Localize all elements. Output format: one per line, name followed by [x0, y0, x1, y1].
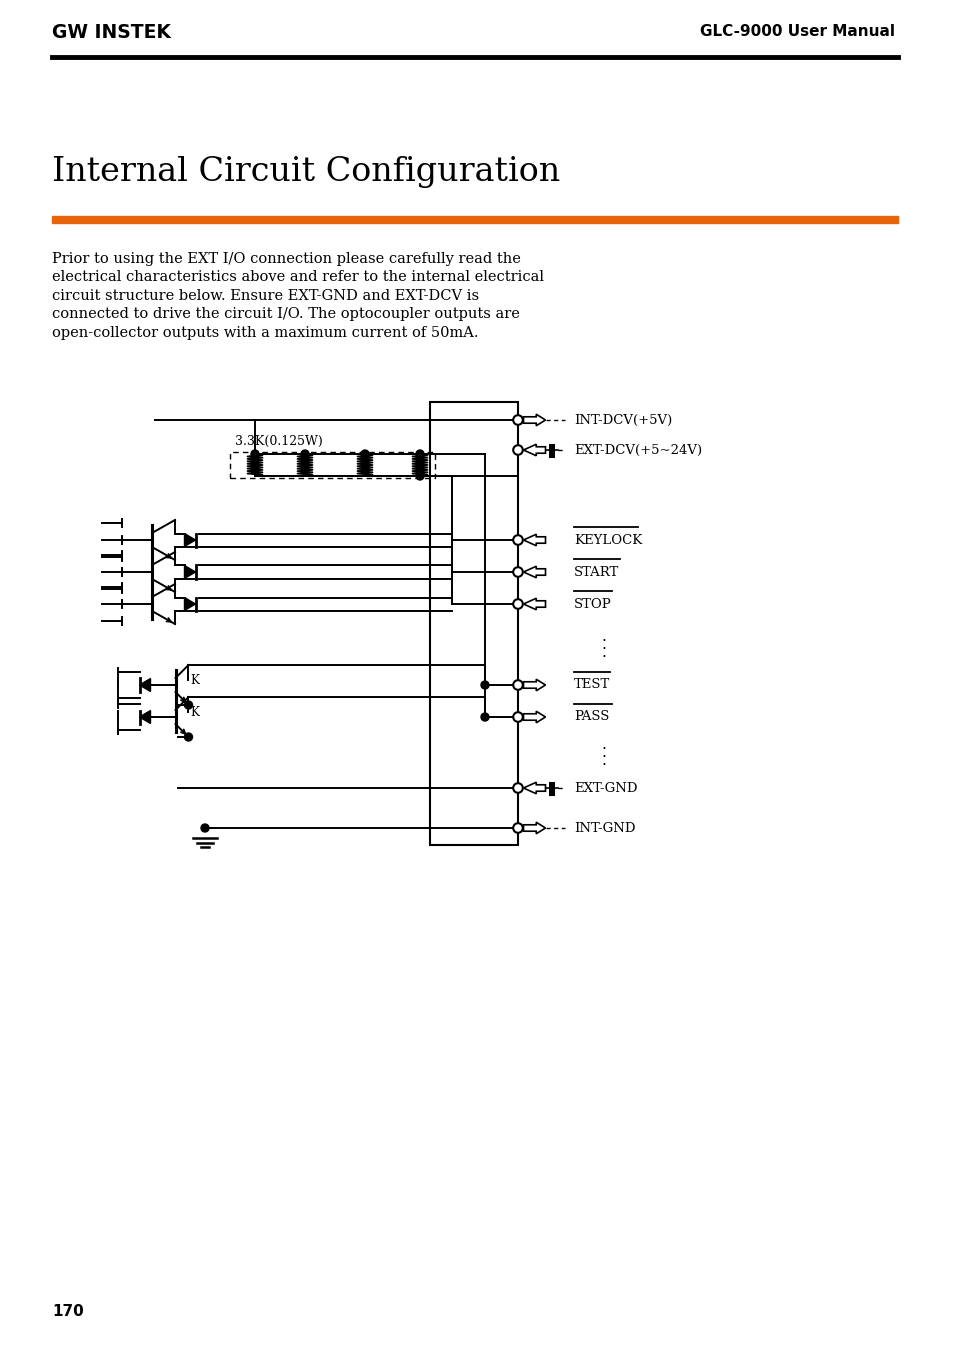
Text: .: .: [601, 629, 606, 644]
Polygon shape: [184, 533, 195, 547]
Circle shape: [480, 713, 489, 721]
Text: PASS: PASS: [574, 710, 609, 724]
Polygon shape: [523, 566, 545, 578]
Text: GW INSTEK: GW INSTEK: [52, 23, 171, 42]
Text: STOP: STOP: [574, 598, 611, 610]
Circle shape: [251, 450, 258, 458]
Text: .: .: [601, 645, 606, 660]
Circle shape: [184, 733, 193, 741]
Polygon shape: [184, 598, 195, 610]
Text: Internal Circuit Configuration: Internal Circuit Configuration: [52, 157, 559, 188]
Text: Prior to using the EXT I/O connection please carefully read the
electrical chara: Prior to using the EXT I/O connection pl…: [52, 252, 543, 340]
Circle shape: [513, 599, 522, 609]
Circle shape: [513, 783, 522, 792]
Text: GLC-9000 User Manual: GLC-9000 User Manual: [700, 24, 894, 39]
Text: EXT-DCV(+5~24V): EXT-DCV(+5~24V): [574, 444, 701, 456]
Polygon shape: [523, 444, 545, 456]
Polygon shape: [523, 711, 545, 722]
Bar: [430, 402, 517, 845]
Text: K: K: [191, 674, 199, 687]
Text: TEST: TEST: [574, 679, 610, 691]
Text: 170: 170: [52, 1304, 84, 1319]
Text: INT-GND: INT-GND: [574, 822, 635, 834]
Circle shape: [513, 446, 522, 455]
Circle shape: [513, 680, 522, 690]
Text: .: .: [601, 753, 606, 768]
Circle shape: [416, 450, 423, 458]
Bar: [52, 216, 897, 223]
Polygon shape: [523, 822, 545, 834]
Circle shape: [513, 824, 522, 833]
Text: START: START: [574, 566, 618, 579]
Text: .: .: [601, 737, 606, 752]
Circle shape: [513, 416, 522, 425]
Text: .: .: [601, 745, 606, 760]
Circle shape: [184, 701, 193, 709]
Text: K: K: [191, 706, 199, 718]
Polygon shape: [184, 566, 195, 579]
Text: 3.3K(0.125W): 3.3K(0.125W): [234, 435, 322, 448]
Polygon shape: [523, 782, 545, 794]
Polygon shape: [523, 679, 545, 691]
Circle shape: [416, 472, 423, 481]
Polygon shape: [523, 598, 545, 610]
Polygon shape: [523, 535, 545, 545]
Circle shape: [513, 567, 522, 576]
Text: KEYLOCK: KEYLOCK: [574, 533, 641, 547]
Circle shape: [513, 713, 522, 722]
Polygon shape: [139, 710, 151, 724]
Bar: [230, 452, 435, 478]
Text: EXT-GND: EXT-GND: [574, 782, 637, 795]
Circle shape: [480, 680, 489, 688]
Circle shape: [360, 450, 369, 458]
Text: INT-DCV(+5V): INT-DCV(+5V): [574, 413, 672, 427]
Text: .: .: [601, 637, 606, 652]
Circle shape: [201, 824, 209, 832]
Polygon shape: [523, 414, 545, 425]
Polygon shape: [139, 679, 151, 691]
Circle shape: [513, 535, 522, 545]
Circle shape: [301, 450, 309, 458]
